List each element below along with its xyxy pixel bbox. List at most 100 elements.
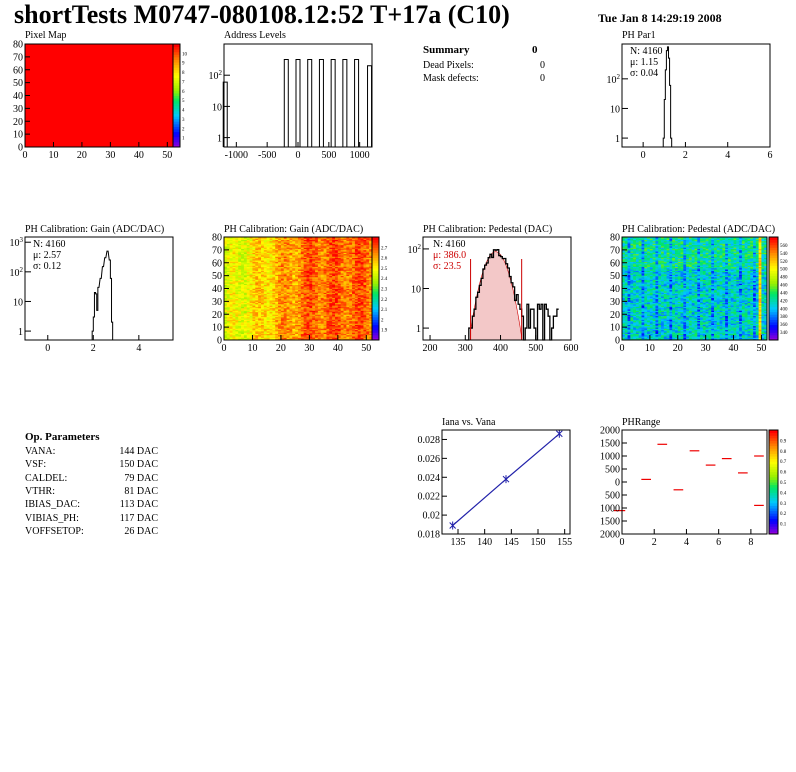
heatmap-cell [261,336,265,338]
heatmap-cell [241,330,245,333]
heatmap-cell [337,320,342,323]
heatmap-cell [337,301,342,304]
heatmap-cell [346,307,350,310]
heatmap-cell [275,273,279,275]
heatmap-cell [329,329,333,332]
heatmap-cell [337,333,342,336]
heatmap-cell [269,239,273,242]
heatmap-cell [266,314,270,316]
heatmap-cell [269,307,273,310]
heatmap-cell [263,323,268,325]
heatmap-cell [263,296,268,298]
heatmap-cell [263,247,268,249]
heatmap-cell [340,307,344,310]
heatmap-cell [232,307,236,310]
heatmap-cell [263,283,268,286]
heatmap-cell [292,253,296,256]
heatmap-cell [292,325,296,328]
heatmap-cell [224,269,228,271]
heatmap-cell [241,246,245,248]
heatmap-cell [300,275,305,278]
heatmap-cell [340,297,344,300]
heatmap-cell [352,319,356,322]
heatmap-cell [246,296,251,298]
heatmap-cell [238,261,242,264]
heatmap-cell [298,310,302,313]
heatmap-cell [269,306,273,309]
heatmap-cell [224,298,228,301]
heatmap-cell [263,275,268,278]
heatmap-cell [332,316,336,319]
heatmap-cell [238,274,242,277]
heatmap-cell [243,240,248,243]
heatmap-cell [346,296,350,298]
heatmap-cell [243,269,248,271]
heatmap-cell [326,330,330,333]
heatmap-cell [346,264,350,266]
heatmap-cell [346,319,350,322]
heatmap-cell [326,237,330,239]
heatmap-cell [320,291,325,293]
heatmap-cell [352,305,356,307]
heatmap-cell [280,247,285,249]
heatmap-cell [289,319,293,322]
heatmap-cell [309,240,313,243]
heatmap-cell [292,306,296,309]
heatmap-cell [346,332,350,334]
heatmap-cell [335,337,339,340]
heatmap-cell [235,238,239,240]
heatmap-cell [286,280,290,283]
heatmap-cell [323,244,327,247]
heatmap-cell [340,337,344,340]
heatmap-cell [326,276,330,279]
heatmap-cell [232,278,236,280]
heatmap-cell [323,275,327,278]
heatmap-cell [323,266,327,269]
heatmap-cell [354,298,359,301]
heatmap-cell [255,261,259,264]
heatmap-cell [352,311,356,314]
heatmap-cell [354,269,359,271]
heatmap-cell [303,282,307,284]
heatmap-cell [258,248,262,251]
heatmap-cell [335,333,339,336]
heatmap-cell [243,314,248,316]
heatmap-cell [354,278,359,280]
z-tick-label: 2.7 [381,246,388,251]
heatmap-cell [320,315,325,318]
heatmap-cell [272,288,276,291]
heatmap-cell [261,333,265,336]
heatmap-cell [275,244,279,247]
heatmap-cell [346,246,350,248]
heatmap-cell [317,301,322,304]
heatmap-cell [261,297,265,300]
heatmap-cell [303,315,307,318]
heatmap-cell [300,320,305,323]
heatmap-cell [354,283,359,286]
heatmap-cell [226,301,231,304]
heatmap-cell [354,288,359,291]
heatmap-cell [332,284,336,287]
heatmap-cell [309,244,313,247]
heatmap-cell [289,294,293,297]
heatmap-cell [303,298,307,301]
heatmap-cell [258,244,262,247]
heatmap-cell [246,302,251,305]
heatmap-cell [235,337,239,340]
heatmap-cell [243,238,248,240]
heatmap-cell [229,330,233,333]
heatmap-cell [303,240,307,243]
heatmap-cell [232,251,236,253]
heatmap-cell [323,318,327,320]
heatmap-cell [320,282,325,284]
heatmap-cell [224,324,228,327]
heatmap-cell [275,297,279,300]
heatmap-cell [317,315,322,318]
heatmap-cell [269,323,273,325]
heatmap-cell [266,252,270,255]
heatmap-cell [354,238,359,240]
heatmap-cell [255,284,259,287]
heatmap-cell [280,258,285,261]
heatmap-cell [340,252,344,255]
heatmap-cell [323,252,327,255]
